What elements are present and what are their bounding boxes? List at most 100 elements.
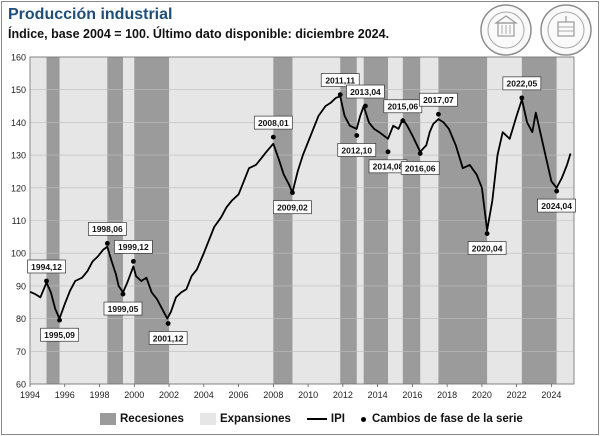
expansion-swatch — [199, 413, 216, 425]
y-tick-label: 70 — [16, 347, 26, 357]
plot-border — [29, 56, 575, 385]
phase-label-box — [148, 331, 188, 345]
x-tick-label: 2010 — [298, 390, 318, 400]
y-tick-label: 120 — [11, 183, 26, 193]
phase-label-box — [400, 161, 440, 175]
phase-point-label: 2001,12 — [153, 333, 184, 343]
phase-label-box — [537, 198, 576, 213]
x-tick-label: 2000 — [124, 390, 144, 400]
phase-dot-swatch — [360, 416, 366, 422]
phase-point — [104, 240, 110, 246]
phase-label-box — [114, 240, 153, 254]
x-tick-label: 2002 — [159, 390, 179, 400]
phase-point — [131, 258, 136, 264]
phase-label-box — [467, 241, 507, 255]
y-tick-label: 150 — [11, 85, 26, 95]
legend-phase-label: Cambios de fase de la serie — [371, 413, 523, 425]
phase-point — [436, 111, 441, 117]
phase-point-label: 2008,01 — [258, 118, 289, 128]
y-tick-label: 160 — [11, 53, 26, 63]
ipi-line-swatch — [306, 418, 327, 420]
x-tick-label: 1996 — [55, 390, 75, 400]
phase-label-box — [27, 259, 66, 274]
phase-label-box — [419, 92, 458, 107]
phase-point-label: 2017,07 — [423, 95, 454, 105]
x-tick-label: 1994 — [20, 390, 40, 400]
phase-point — [165, 321, 171, 326]
legend-ipi-label: IPI — [330, 413, 345, 425]
legend-ipi: IPI — [306, 413, 345, 425]
x-tick-label: 2008 — [263, 390, 283, 400]
phase-point — [400, 118, 406, 124]
phase-label-box — [346, 84, 385, 99]
ipi-line — [29, 95, 572, 320]
logo-seals — [480, 4, 592, 56]
phase-point — [363, 103, 368, 109]
banco-seal-logo — [480, 4, 532, 56]
y-tick-label: 100 — [11, 249, 26, 259]
chart-title: Producción industrial — [8, 6, 173, 23]
phase-point — [554, 188, 560, 194]
ipi-chart: 60 70 80 90 100 110 120 130 140 150 160 1994 1996 199… — [11, 53, 576, 400]
x-tick-label: 1998 — [90, 390, 110, 400]
phase-point-label: 2015,06 — [387, 102, 418, 112]
ipi-series — [29, 95, 572, 320]
legend-phase-changes: Cambios de fase de la serie — [360, 413, 523, 425]
phase-point — [385, 149, 391, 155]
phase-point — [120, 291, 126, 297]
recession-swatch — [100, 413, 116, 425]
phase-label-box — [253, 115, 293, 130]
y-tick-label: 60 — [16, 380, 26, 390]
y-tick-label: 140 — [11, 118, 26, 128]
phase-change-points: 1994,12 1995,09 1998,06 1999,05 1999,12 2001,… — [27, 73, 576, 345]
y-tick-label: 90 — [16, 281, 26, 291]
phase-point-label: 1998,06 — [92, 224, 123, 234]
x-tick-label: 2022 — [507, 390, 527, 400]
phase-point-label: 2009,02 — [277, 203, 308, 213]
phase-point-label: 2022,05 — [506, 79, 537, 89]
phase-point — [44, 278, 49, 284]
phase-point-label: 2013,04 — [350, 87, 381, 97]
axes: 60 70 80 90 100 110 120 130 140 150 160 1994 1996 199… — [11, 53, 575, 400]
phase-point — [519, 95, 525, 101]
y-tick-label: 80 — [16, 314, 26, 324]
legend-recessions: Recesiones — [100, 413, 184, 425]
legend-expansions-label: Expansiones — [219, 413, 291, 425]
phase-point-label: 2014,08 — [373, 162, 404, 172]
phase-point — [57, 317, 62, 323]
legend-expansions: Expansiones — [199, 413, 291, 425]
phase-point — [354, 133, 360, 138]
y-tick-label: 130 — [11, 151, 26, 161]
x-tick-label: 2006 — [229, 390, 249, 400]
phase-point-label: 1994,12 — [31, 262, 62, 272]
phase-label-box — [87, 222, 127, 236]
phase-point — [270, 134, 276, 140]
x-tick-label: 2014 — [368, 390, 388, 400]
phase-point-label: 1995,09 — [44, 330, 75, 340]
camara-seal-logo — [540, 4, 592, 56]
phase-point — [337, 92, 343, 98]
x-tick-label: 2004 — [194, 390, 214, 400]
phase-point-label: 2011,11 — [325, 75, 355, 85]
phase-label-box — [337, 143, 377, 157]
phase-point — [484, 231, 490, 236]
phase-label-box — [273, 200, 312, 215]
phase-point-label: 1999,05 — [108, 304, 139, 314]
phase-label-box — [320, 73, 360, 87]
x-tick-label: 2024 — [541, 390, 561, 400]
phase-point-label: 1999,12 — [118, 242, 149, 252]
x-tick-label: 2018 — [437, 390, 457, 400]
phase-point-label: 2024,04 — [541, 201, 572, 211]
chart-legend: Recesiones Expansiones IPI Cambios de fa… — [100, 413, 539, 425]
legend-recessions-label: Recesiones — [120, 413, 184, 425]
chart-subtitle: Índice, base 2004 = 100. Último dato dis… — [8, 27, 390, 41]
phase-point — [417, 151, 423, 156]
x-tick-label: 2020 — [472, 390, 492, 400]
x-tick-label: 2012 — [333, 390, 353, 400]
phase-point-label: 2016,06 — [405, 163, 436, 173]
y-tick-label: 110 — [12, 216, 26, 226]
phase-point — [290, 190, 295, 196]
phase-point-label: 2012,10 — [341, 145, 372, 155]
phase-label-box — [40, 327, 79, 342]
